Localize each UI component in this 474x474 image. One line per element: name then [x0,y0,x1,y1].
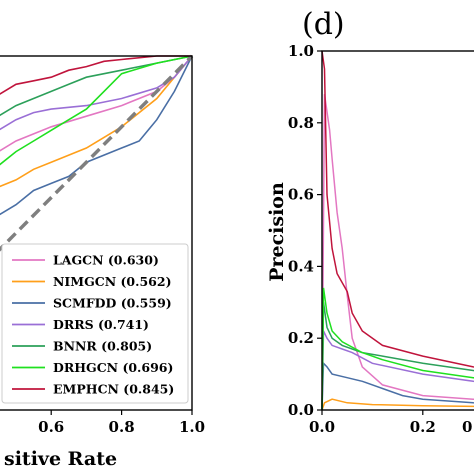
roc-line-nimgcn [0,55,193,188]
precision-y-tick-label: 1.0 [288,42,314,60]
precision-line-drrs [321,330,474,411]
roc-x-tick-label: 0.8 [109,418,135,436]
precision-line-drhgcn [321,287,474,411]
precision-y-ticks: 0.0 0.2 0.4 0.6 0.8 1.0 [288,42,322,419]
roc-line-drhgcn [0,55,193,166]
precision-series-group [321,50,474,411]
legend-entry-drhgcn: DRHGCN (0.696) [53,360,173,375]
roc-x-tick-label: 1.0 [179,418,205,436]
precision-line-emphcn [321,50,474,368]
precision-line-nimgcn [321,398,474,411]
roc-panel: 0.6 0.8 1.0 sitive Rate LAGCN (0.630) NIMGC… [0,54,205,470]
roc-line-bnnr [0,55,193,117]
precision-y-axis-label: Precision [266,182,288,282]
roc-x-tick-label: 0.6 [38,418,64,436]
roc-line-emphcn [0,55,192,95]
precision-x-tick-label: 0.2 [410,418,436,436]
legend-entry-bnnr: BNNR (0.805) [53,339,152,354]
roc-legend: LAGCN (0.630) NIMGCN (0.562) SCMFDD (0.559… [1,243,189,404]
roc-series-group [0,55,193,216]
precision-line-lagcn [321,93,474,411]
precision-y-tick-label: 0.2 [288,329,314,347]
precision-x-tick-label-partial: 0 [462,418,472,436]
precision-x-tick-label: 0.0 [309,418,335,436]
legend-entry-emphcn: EMPHCN (0.845) [53,382,174,397]
roc-x-ticks: 0.6 0.8 1.0 [38,410,205,436]
legend-entry-drrs: DRRS (0.741) [53,317,149,332]
precision-y-tick-label: 0.6 [288,186,314,204]
roc-plot-frame [0,55,193,411]
roc-x-axis-label: sitive Rate [4,448,117,470]
precision-y-tick-label: 0.4 [288,257,314,275]
precision-plot-frame [321,50,474,411]
legend-entry-lagcn: LAGCN (0.630) [53,253,159,268]
legend-box [1,243,189,404]
legend-entry-scmfdd: SCMFDD (0.559) [53,296,172,311]
precision-x-ticks: 0.0 0.2 0 [309,410,472,436]
legend-entry-nimgcn: NIMGCN (0.562) [53,274,171,289]
precision-line-scmfdd [321,361,474,411]
roc-line-drrs [0,55,193,131]
panel-label-d: (d) [302,7,345,42]
random-diagonal-line [0,54,194,252]
precision-panel: (d) 0.0 0.2 0.4 0.6 0.8 1.0 0.0 0.2 0 Precision [266,7,474,436]
precision-y-tick-label: 0.8 [288,114,314,132]
precision-y-tick-label: 0.0 [288,401,314,419]
